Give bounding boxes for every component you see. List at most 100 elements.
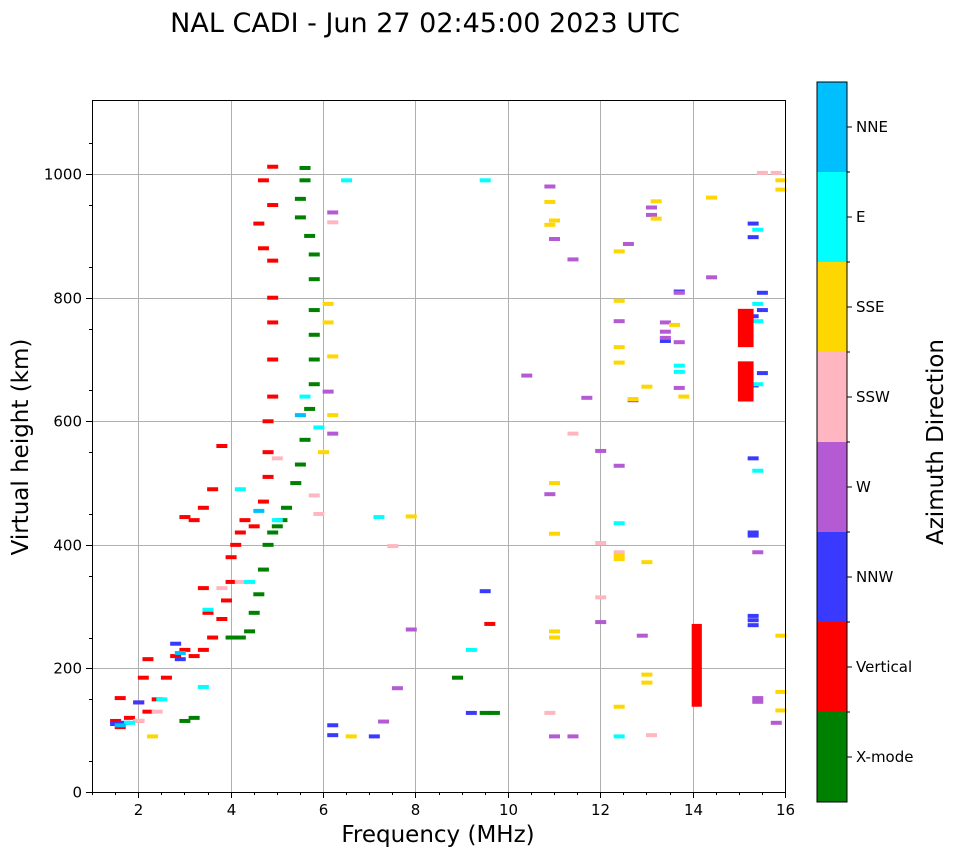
- echo-point: [234, 635, 246, 640]
- echo-point: [613, 319, 625, 324]
- echo-point: [391, 686, 403, 691]
- echo-point: [327, 210, 339, 215]
- colorbar-tick-label: SSW: [856, 388, 890, 406]
- echo-point: [197, 647, 209, 652]
- echo-point: [756, 371, 768, 376]
- echo-point: [308, 382, 320, 387]
- echo-point: [142, 657, 154, 662]
- echo-point: [595, 448, 607, 453]
- echo-point: [318, 450, 329, 455]
- echo-point: [133, 700, 145, 705]
- x-axis-label: Frequency (MHz): [341, 822, 534, 848]
- echo-point: [673, 369, 685, 374]
- echo-point: [244, 579, 256, 584]
- echo-point: [706, 195, 718, 200]
- echo-point: [770, 720, 782, 725]
- echo-point: [752, 319, 764, 324]
- echo-point: [234, 487, 246, 492]
- echo-point: [756, 290, 768, 295]
- echo-point: [234, 579, 246, 584]
- echo-point: [197, 586, 209, 591]
- echo-point: [775, 633, 787, 638]
- echo-point: [488, 710, 500, 715]
- echo-point: [262, 419, 274, 424]
- echo-point: [622, 241, 634, 246]
- echo-point: [308, 252, 320, 257]
- echo-point: [294, 462, 306, 467]
- echo-point: [613, 557, 625, 562]
- x-tick-label: 14: [684, 801, 703, 819]
- echo-point: [308, 277, 320, 282]
- echo-point: [267, 530, 279, 535]
- echo-point: [114, 723, 126, 728]
- echo-point: [123, 720, 135, 725]
- echo-point: [267, 357, 279, 362]
- echo-point: [262, 450, 274, 455]
- echo-point: [747, 613, 759, 618]
- echo-point: [613, 734, 625, 739]
- echo-point: [673, 340, 685, 345]
- echo-point: [650, 216, 662, 221]
- colorbar: X-mode Vertical NNW W SSW SSE E NNE: [816, 81, 913, 803]
- echo-point: [747, 456, 759, 461]
- echo-point: [373, 515, 385, 520]
- series-ssw: [133, 170, 782, 738]
- echo-point: [308, 332, 320, 337]
- echo-point: [170, 641, 182, 646]
- echo-point: [327, 733, 339, 738]
- echo-point: [752, 301, 764, 306]
- echo-point: [262, 474, 274, 479]
- echo-point: [549, 237, 560, 242]
- echo-point: [549, 218, 560, 223]
- echo-point: [257, 567, 269, 572]
- colorbar-segment: [817, 262, 847, 352]
- series-vertical: [110, 164, 496, 730]
- echo-point: [673, 290, 685, 295]
- echo-point: [549, 734, 560, 739]
- echo-point: [160, 675, 172, 680]
- echo-point: [613, 298, 625, 303]
- colorbar-label: Azimuth Direction: [923, 339, 949, 545]
- echo-point: [549, 635, 560, 640]
- echo-point: [267, 295, 279, 300]
- echo-point: [308, 357, 320, 362]
- echo-point: [673, 385, 685, 390]
- echo-point: [567, 734, 579, 739]
- echo-point: [225, 579, 237, 584]
- echo-point: [179, 647, 191, 652]
- echo-point: [327, 354, 339, 359]
- echo-point: [405, 514, 417, 519]
- echo-point: [271, 524, 283, 529]
- x-tick-label: 4: [227, 801, 237, 819]
- echo-point: [267, 203, 279, 208]
- echo-point: [641, 680, 653, 685]
- colorbar-segment: [817, 532, 847, 622]
- colorbar-frame: [816, 81, 848, 803]
- echo-point: [299, 437, 311, 442]
- echo-point: [595, 595, 607, 600]
- echo-point: [775, 187, 787, 192]
- echo-point: [479, 178, 491, 183]
- series-x-mode: [179, 165, 500, 723]
- echo-point: [544, 199, 556, 204]
- echo-point: [756, 170, 768, 175]
- echo-point: [549, 481, 560, 486]
- echo-point: [544, 492, 556, 497]
- echo-point: [267, 164, 279, 169]
- echo-point: [147, 734, 159, 739]
- colorbar-tick-label: Vertical: [856, 658, 912, 676]
- echo-point: [257, 178, 269, 183]
- y-tick-label: 600: [53, 413, 82, 431]
- y-tick-label: 0: [72, 784, 82, 802]
- echo-point: [220, 598, 232, 603]
- echo-point: [151, 709, 163, 714]
- echo-point: [345, 734, 357, 739]
- echo-point: [290, 481, 302, 486]
- echo-point: [387, 544, 399, 549]
- colorbar-segment: [817, 82, 847, 172]
- echo-point: [747, 533, 759, 538]
- echo-point: [257, 246, 269, 251]
- echo-point: [673, 363, 685, 368]
- echo-point: [613, 553, 625, 558]
